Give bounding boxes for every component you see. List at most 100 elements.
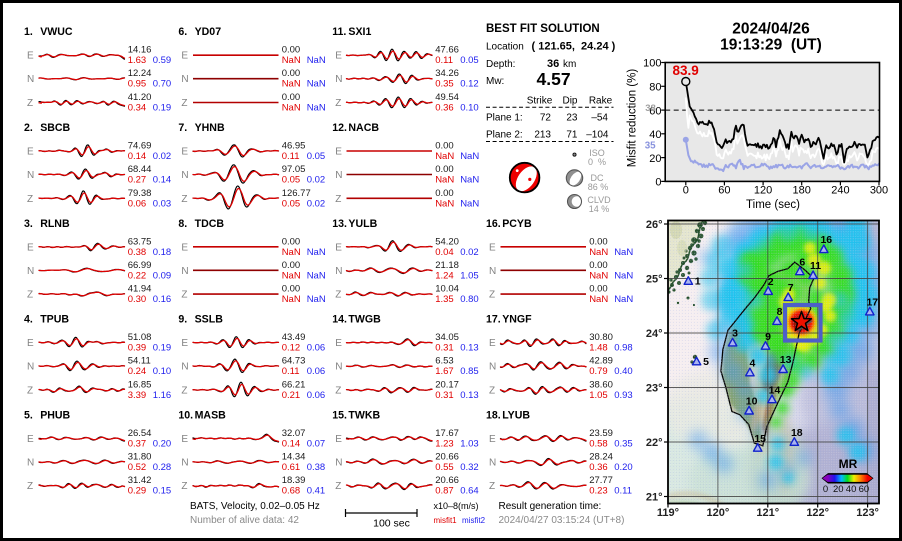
svg-text:47.66: 47.66 <box>435 45 459 56</box>
svg-text:NaN: NaN <box>614 294 633 305</box>
svg-text:0.37: 0.37 <box>128 438 147 449</box>
svg-text:119°: 119° <box>657 507 679 519</box>
svg-text:0.36: 0.36 <box>435 103 454 114</box>
svg-text:0.40: 0.40 <box>614 366 633 377</box>
svg-text:9: 9 <box>765 331 771 343</box>
svg-text:0.30: 0.30 <box>128 294 147 305</box>
svg-text:5.: 5. <box>24 409 33 421</box>
svg-text:0.00: 0.00 <box>589 260 608 271</box>
svg-text:0 %: 0 % <box>588 157 606 167</box>
svg-text:97.05: 97.05 <box>282 164 306 175</box>
svg-text:YULB: YULB <box>348 218 377 230</box>
svg-text:0.35: 0.35 <box>614 438 633 449</box>
svg-text:SXI1: SXI1 <box>348 26 371 38</box>
svg-text:180: 180 <box>793 185 811 197</box>
svg-text:74.69: 74.69 <box>128 141 152 152</box>
svg-text:71: 71 <box>566 130 578 141</box>
svg-text:120: 120 <box>754 185 772 197</box>
svg-text:SSLB: SSLB <box>195 314 224 326</box>
svg-text:NaN: NaN <box>282 294 301 305</box>
svg-text:213: 213 <box>534 130 551 141</box>
svg-text:NaN: NaN <box>307 294 326 305</box>
svg-text:0.87: 0.87 <box>435 486 454 497</box>
svg-text:0.11: 0.11 <box>614 486 632 497</box>
svg-text:Time (sec): Time (sec) <box>746 199 800 211</box>
svg-text:0.06: 0.06 <box>307 343 326 354</box>
svg-text:0.12: 0.12 <box>282 343 301 354</box>
svg-text:60: 60 <box>649 105 661 117</box>
svg-text:0.10: 0.10 <box>153 366 172 377</box>
svg-text:41.94: 41.94 <box>128 284 152 295</box>
svg-text:YD07: YD07 <box>195 26 222 38</box>
svg-text:46.95: 46.95 <box>282 141 306 152</box>
svg-text:0.00: 0.00 <box>435 188 454 199</box>
svg-text:17.67: 17.67 <box>435 428 459 439</box>
svg-text:N: N <box>181 362 188 373</box>
svg-text:Dip: Dip <box>562 96 577 107</box>
svg-text:10.: 10. <box>178 409 193 421</box>
svg-text:0.13: 0.13 <box>460 390 479 401</box>
svg-text:Z: Z <box>335 290 341 301</box>
svg-text:NaN: NaN <box>435 198 454 209</box>
svg-text:NaN: NaN <box>614 270 633 281</box>
svg-text:NaN: NaN <box>282 79 301 90</box>
svg-text:NaN: NaN <box>307 103 326 114</box>
svg-text:NaN: NaN <box>589 247 608 258</box>
svg-text:Z: Z <box>27 194 33 205</box>
svg-text:20: 20 <box>649 153 661 165</box>
svg-text:E: E <box>489 434 496 445</box>
svg-text:Z: Z <box>335 481 341 492</box>
svg-text:0.02: 0.02 <box>307 175 326 186</box>
svg-text:13: 13 <box>780 354 792 366</box>
svg-text:E: E <box>181 51 188 62</box>
svg-text:0.41: 0.41 <box>307 486 326 497</box>
svg-text:NaN: NaN <box>307 247 326 258</box>
svg-text:0.11: 0.11 <box>282 151 300 162</box>
svg-text:0.00: 0.00 <box>282 45 301 56</box>
svg-text:0.05: 0.05 <box>307 151 326 162</box>
svg-text:E: E <box>335 51 342 62</box>
svg-text:Z: Z <box>181 385 187 396</box>
svg-text:0.06: 0.06 <box>307 366 326 377</box>
svg-text:TDCB: TDCB <box>195 218 225 230</box>
svg-text:60: 60 <box>859 484 870 495</box>
svg-text:0.11: 0.11 <box>282 366 300 377</box>
svg-text:0.11: 0.11 <box>435 55 453 66</box>
svg-text:8: 8 <box>777 306 783 318</box>
svg-text:misfit2: misfit2 <box>462 516 486 525</box>
svg-text:15: 15 <box>754 433 766 445</box>
svg-text:Z: Z <box>181 290 187 301</box>
svg-text:0.05: 0.05 <box>460 55 479 66</box>
svg-text:0.15: 0.15 <box>153 486 172 497</box>
svg-text:VWUC: VWUC <box>40 26 73 38</box>
svg-text:3.39: 3.39 <box>128 390 147 401</box>
svg-text:60: 60 <box>718 185 730 197</box>
svg-text:0.07: 0.07 <box>307 438 326 449</box>
svg-text:15.: 15. <box>332 409 347 421</box>
svg-text:0.38: 0.38 <box>307 462 326 473</box>
svg-text:0.98: 0.98 <box>614 343 633 354</box>
svg-text:TWGB: TWGB <box>348 314 381 326</box>
svg-text:2024/04/26: 2024/04/26 <box>732 21 810 38</box>
svg-text:0.12: 0.12 <box>460 79 479 90</box>
svg-text:TWKB: TWKB <box>348 409 380 421</box>
svg-text:0.19: 0.19 <box>153 103 172 114</box>
svg-text:25°: 25° <box>646 274 663 286</box>
svg-text:E: E <box>27 51 34 62</box>
svg-text:43.49: 43.49 <box>282 332 306 343</box>
svg-text:7.: 7. <box>178 122 187 134</box>
svg-text:NaN: NaN <box>435 151 454 162</box>
svg-text:Z: Z <box>489 385 495 396</box>
svg-text:0.31: 0.31 <box>435 390 454 401</box>
svg-text:11: 11 <box>810 260 821 272</box>
svg-text:Result generation time:: Result generation time: <box>499 501 602 512</box>
svg-text:0.13: 0.13 <box>460 343 479 354</box>
svg-text:64.73: 64.73 <box>282 356 306 367</box>
svg-text:0: 0 <box>823 484 828 495</box>
svg-text:E: E <box>335 338 342 349</box>
svg-text:BEST FIT SOLUTION: BEST FIT SOLUTION <box>486 23 600 35</box>
svg-text:0.95: 0.95 <box>128 79 147 90</box>
svg-text:Rake: Rake <box>589 96 613 107</box>
svg-text:0.79: 0.79 <box>589 366 608 377</box>
svg-text:0.00: 0.00 <box>435 164 454 175</box>
